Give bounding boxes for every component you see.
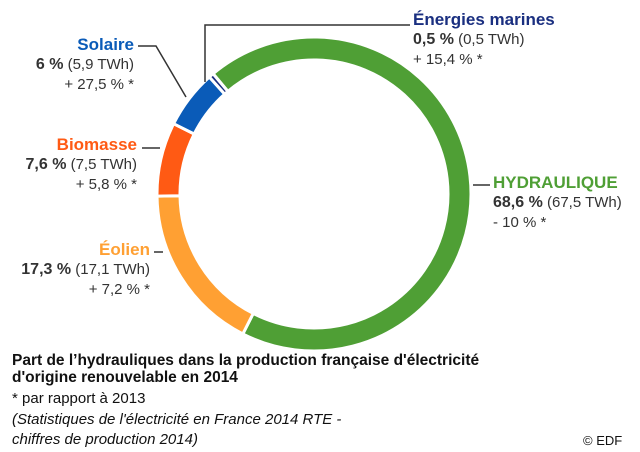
- label-solaire: Solaire 6 % (5,9 TWh) + 27,5 % *: [36, 35, 134, 95]
- donut-slice-0: [210, 35, 473, 353]
- leader-line-solaire: [138, 45, 187, 98]
- source-line2: chiffres de production 2014): [12, 431, 198, 448]
- slice-twh: (0,5 TWh): [458, 31, 525, 48]
- slice-share: 0,5 %: [413, 31, 454, 48]
- leader-line-marines: [204, 24, 410, 82]
- slice-change: - 10 % *: [493, 214, 547, 231]
- donut-slice-1: [155, 194, 256, 336]
- slice-change: + 27,5 % *: [64, 76, 134, 93]
- donut-slice-2: [155, 121, 197, 198]
- slice-name: Biomasse: [56, 135, 137, 154]
- slice-name: Solaire: [77, 35, 134, 54]
- slice-share: 6 %: [35, 56, 64, 73]
- slice-change: + 5,8 % *: [75, 176, 137, 193]
- slice-share: 68,6 %: [493, 194, 543, 211]
- chart-title: Part de l’hydrauliques dans la productio…: [12, 352, 480, 369]
- label-eolien: Éolien 17,3 % (17,1 TWh) + 7,2 % *: [21, 240, 150, 300]
- chart-title-line2: d'origine renouvelable en 2014: [12, 369, 238, 386]
- slice-name: Éolien: [98, 240, 150, 259]
- label-biomasse: Biomasse 7,6 % (7,5 TWh) + 5,8 % *: [26, 135, 138, 195]
- slice-change: + 7,2 % *: [88, 281, 150, 298]
- slice-twh: (67,5 TWh): [546, 194, 622, 211]
- slice-name: HYDRAULIQUE: [493, 173, 618, 192]
- slice-share: 7,6 %: [25, 156, 67, 173]
- footnote: * par rapport à 2013: [12, 390, 146, 407]
- slice-change: + 15,4 % *: [413, 51, 483, 68]
- slice-twh: (7,5 TWh): [70, 156, 137, 173]
- slice-twh: (5,9 TWh): [67, 56, 134, 73]
- slice-name: Énergies marines: [413, 10, 555, 29]
- slice-twh: (17,1 TWh): [75, 261, 150, 278]
- slice-share: 17,3 %: [21, 261, 72, 278]
- source-line1: (Statistiques de l'électricité en France…: [12, 411, 342, 428]
- credit: © EDF: [583, 433, 623, 448]
- label-hydraulique: HYDRAULIQUE 68,6 % (67,5 TWh) - 10 % *: [493, 173, 622, 233]
- donut-slice-4: [207, 71, 230, 97]
- label-marines: Énergies marines 0,5 % (0,5 TWh) + 15,4 …: [413, 10, 555, 70]
